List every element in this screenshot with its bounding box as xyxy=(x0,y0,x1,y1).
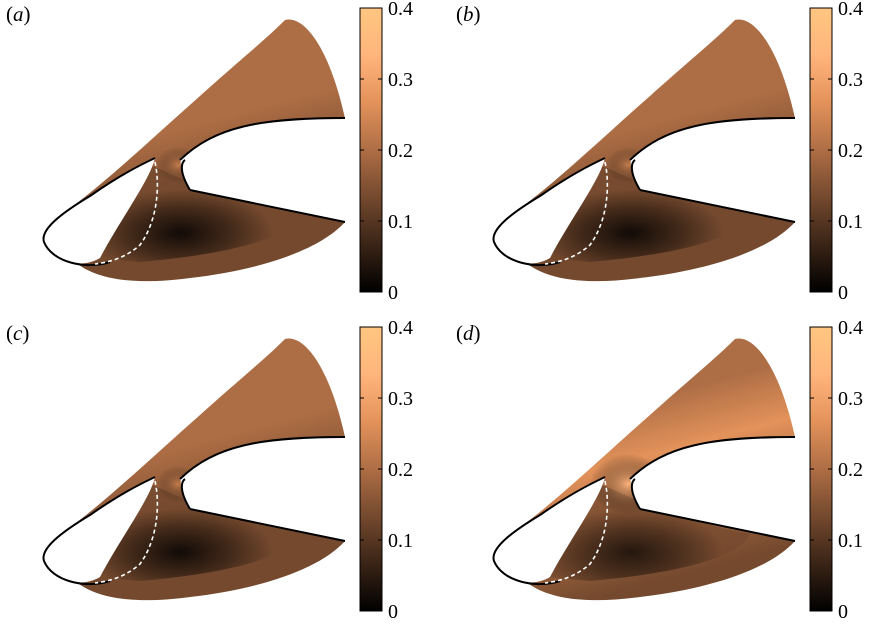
colorbar-tick-label: 0 xyxy=(838,282,848,304)
main-outline xyxy=(42,476,156,585)
colorbar-tick-label: 0.3 xyxy=(388,388,413,410)
flow-field-plot: 0 0.1 0.2 0.3 0.4 xyxy=(492,317,863,623)
panel-label: (c) xyxy=(6,321,30,345)
wake-region xyxy=(544,165,750,262)
flow-field-plot: 0 0.1 0.2 0.3 0.4 xyxy=(42,0,413,304)
colorbar-tick-label: 0.1 xyxy=(388,211,413,233)
main-outline xyxy=(42,157,156,266)
separation-line xyxy=(544,161,609,265)
main-element xyxy=(43,477,155,583)
panel-d: (d) 0 0.1 0.2 0.3 0.4 xyxy=(450,317,871,638)
wake-region xyxy=(94,165,300,262)
slat-outline xyxy=(179,436,346,542)
slat-outline xyxy=(629,436,796,542)
separation-line xyxy=(94,480,159,584)
colorbar-tick-label: 0.3 xyxy=(388,69,413,91)
panel-b: (b) 0 0.1 0.2 0.3 0.4 xyxy=(450,0,871,319)
slat-outline xyxy=(179,117,346,223)
colorbar-tick-label: 0.4 xyxy=(388,0,413,20)
colorbar-tick-label: 0.1 xyxy=(388,530,413,552)
panel-label: (b) xyxy=(456,2,481,26)
separation-line xyxy=(94,161,159,265)
panel-c: (c) 0 0.1 0.2 0.3 0.4 xyxy=(0,317,435,638)
panel-a: (a) 0 0.1 0.2 0.3 0.4 xyxy=(0,0,435,319)
colorbar-tick-label: 0.4 xyxy=(838,317,863,339)
main-element xyxy=(493,477,605,583)
flow-field-plot: 0 0.1 0.2 0.3 0.4 xyxy=(42,317,413,623)
panel-label: (d) xyxy=(456,321,481,345)
panel-letter: b xyxy=(463,2,474,26)
colorbar-tick-label: 0.2 xyxy=(388,459,413,481)
colorbar-tick-label: 0.4 xyxy=(838,0,863,20)
panel-letter: d xyxy=(463,321,474,345)
panel-label: (a) xyxy=(6,2,31,26)
colorbar-tick-label: 0.2 xyxy=(838,140,863,162)
separation-line xyxy=(544,480,609,584)
main-element xyxy=(493,158,605,264)
wake-region xyxy=(544,484,750,581)
colorbar-tick-label: 0 xyxy=(388,601,398,623)
colorbar-tick-label: 0.3 xyxy=(838,388,863,410)
colorbar-tick-label: 0.2 xyxy=(838,459,863,481)
slat-outline xyxy=(629,117,796,223)
colorbar-tick-label: 0.3 xyxy=(838,69,863,91)
wake-region xyxy=(94,484,300,581)
colorbar-tick-label: 0.1 xyxy=(838,530,863,552)
panel-letter: c xyxy=(13,321,23,345)
colorbar-tick-label: 0 xyxy=(388,282,398,304)
panel-letter: a xyxy=(13,2,24,26)
colorbar-tick-label: 0.2 xyxy=(388,140,413,162)
main-element xyxy=(43,158,155,264)
main-outline xyxy=(492,157,606,266)
colorbar-tick-label: 0 xyxy=(838,601,848,623)
flow-field-plot: 0 0.1 0.2 0.3 0.4 xyxy=(492,0,863,304)
main-outline xyxy=(492,476,606,585)
colorbar-tick-label: 0.1 xyxy=(838,211,863,233)
colorbar-tick-label: 0.4 xyxy=(388,317,413,339)
